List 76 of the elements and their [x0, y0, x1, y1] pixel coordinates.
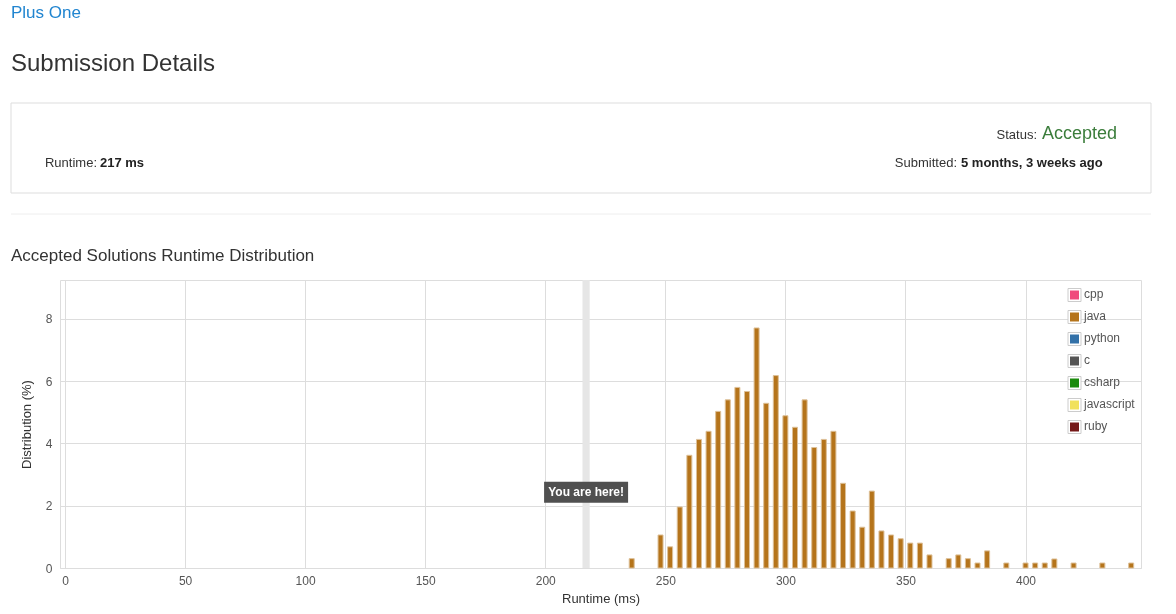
bar	[811, 447, 818, 569]
x-axis-title: Runtime (ms)	[561, 590, 641, 606]
text: Submission Details	[11, 49, 216, 76]
legend-label: java	[1083, 309, 1107, 323]
legend-label: javascript	[1083, 397, 1136, 411]
text: 5 months, 3 weeks ago	[961, 155, 1103, 170]
bar	[705, 430, 712, 569]
bar	[724, 399, 731, 569]
x-tick-label: 200	[535, 573, 557, 588]
legend-label: csharp	[1084, 375, 1121, 389]
text: Status:	[996, 127, 1037, 142]
bar	[801, 399, 808, 569]
x-tick-label: 350	[895, 573, 917, 588]
bar	[695, 438, 702, 569]
bar	[1099, 562, 1106, 569]
y-tick-label: 8	[45, 312, 53, 327]
bar	[859, 526, 866, 569]
bar	[1041, 562, 1048, 569]
bar	[945, 558, 952, 569]
bar	[743, 390, 750, 569]
chart-title: Accepted Solutions Runtime Distribution	[11, 246, 315, 265]
x-tick-label: 100	[295, 573, 316, 588]
bar	[628, 558, 635, 569]
text: 217 ms	[100, 155, 145, 170]
bar	[753, 327, 760, 569]
bar	[715, 410, 722, 569]
text: Accepted	[1042, 123, 1118, 143]
legend-label: python	[1084, 331, 1121, 345]
bar	[667, 546, 674, 569]
bar	[984, 550, 991, 569]
y-tick-label: 2	[45, 499, 53, 514]
bar	[974, 562, 981, 569]
text: Plus One	[11, 3, 81, 22]
bar	[840, 482, 847, 569]
bar	[964, 558, 971, 569]
bar	[820, 438, 827, 569]
bar	[1128, 562, 1135, 569]
y-axis-title: Distribution (%)	[18, 380, 34, 469]
bar	[792, 426, 799, 569]
x-tick-label: 0	[62, 573, 70, 588]
bar	[763, 402, 770, 569]
bar	[1022, 562, 1029, 569]
x-tick-label: 50	[178, 573, 193, 588]
bar	[686, 454, 693, 569]
legend-label: c	[1084, 353, 1090, 367]
x-tick-label: 250	[655, 573, 677, 588]
bar	[955, 554, 962, 569]
bar	[897, 538, 904, 569]
text: Submitted:	[894, 155, 957, 170]
bar	[916, 542, 923, 569]
bar	[1003, 562, 1010, 569]
bar	[878, 530, 885, 569]
y-tick-label: 4	[45, 436, 53, 451]
y-tick-label: 0	[45, 561, 53, 576]
bar	[1070, 562, 1077, 569]
bar	[676, 506, 683, 569]
bar	[868, 490, 875, 569]
legend-label: cpp	[1084, 287, 1104, 301]
bar	[888, 534, 895, 569]
bar	[772, 375, 779, 569]
bar	[1032, 562, 1039, 569]
x-tick-label: 400	[1016, 573, 1037, 588]
x-tick-label: 150	[415, 573, 437, 588]
bar	[1051, 558, 1058, 569]
bar	[734, 386, 741, 569]
legend-label: ruby	[1084, 419, 1108, 433]
bar	[782, 415, 789, 569]
bar	[907, 542, 914, 569]
bar	[849, 510, 856, 569]
bar	[926, 554, 933, 569]
bar	[657, 534, 664, 569]
text: Runtime:	[44, 155, 97, 170]
bar	[830, 430, 837, 569]
y-tick-label: 6	[45, 374, 53, 389]
x-tick-label: 300	[775, 573, 797, 588]
annotation: You are here!	[548, 485, 624, 500]
